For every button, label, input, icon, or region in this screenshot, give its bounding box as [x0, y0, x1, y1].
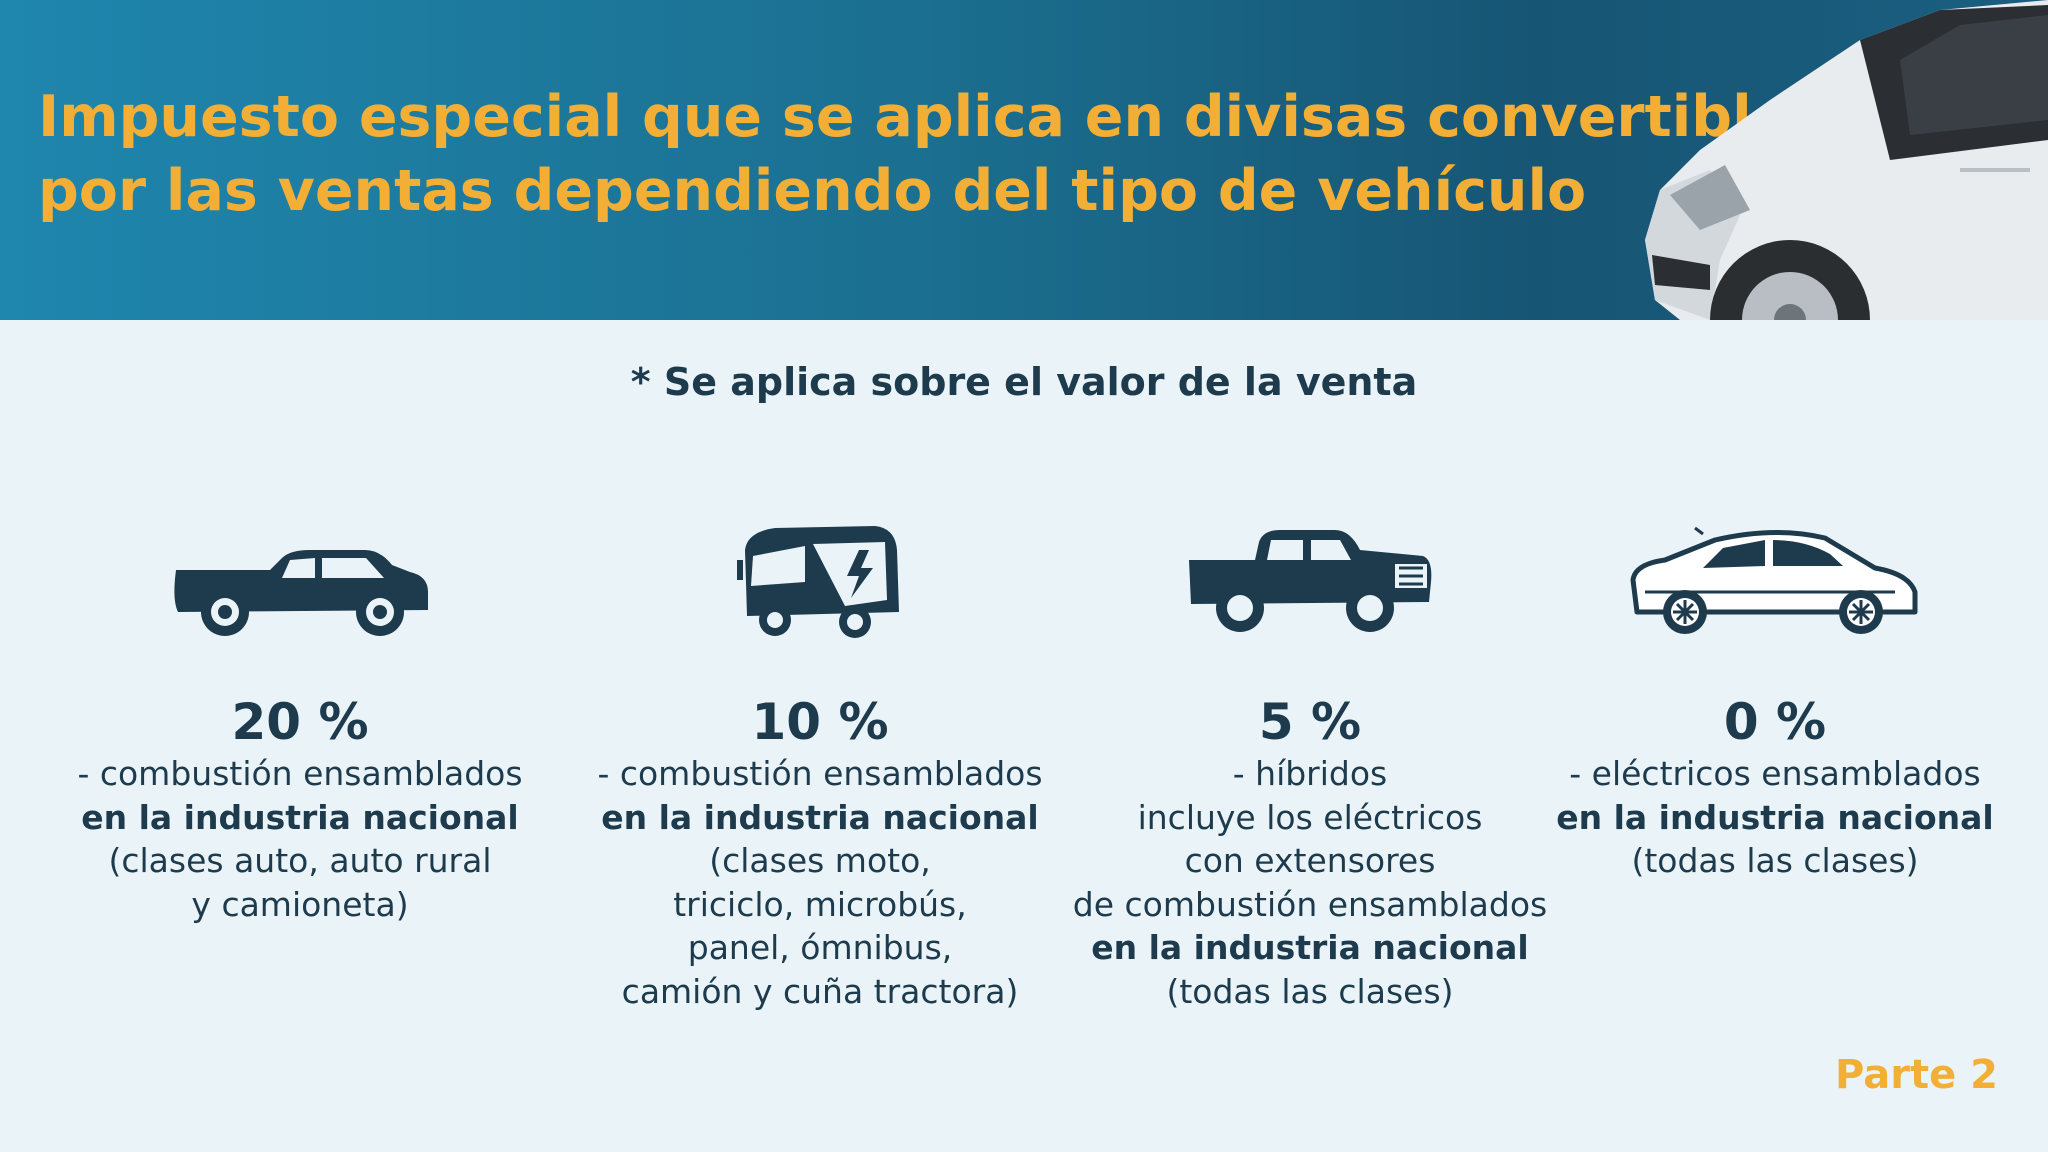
category-description: - eléctricos ensamblados en la industria…	[1515, 752, 2035, 883]
description-line: de combustión ensamblados	[1072, 884, 1548, 924]
description-line: y camioneta)	[191, 884, 409, 924]
description-line: (todas las clases)	[1166, 971, 1454, 1011]
description-line: - combustión ensamblados	[77, 754, 523, 793]
description-line: en la industria nacional	[1091, 928, 1529, 967]
description-line: - eléctricos ensamblados	[1569, 754, 1981, 793]
description-line: (clases moto,	[709, 841, 931, 880]
percent-value: 0 %	[1723, 693, 1827, 751]
description-line: triciclo, microbús,	[673, 884, 967, 924]
title-line: por las ventas dependiendo del tipo de v…	[38, 158, 1587, 224]
category-5: 5 % - híbridos incluye los eléctricos co…	[1050, 520, 1570, 1013]
category-description: - combustión ensamblados en la industria…	[560, 752, 1080, 1013]
description-line: incluye los eléctricos	[1137, 797, 1483, 837]
pickup-truck-icon	[174, 550, 428, 636]
description-line: con extensores	[1184, 841, 1436, 880]
description-line: (clases auto, auto rural	[108, 841, 492, 880]
description-line: en la industria nacional	[81, 797, 519, 837]
category-description: - combustión ensamblados en la industria…	[40, 752, 560, 926]
category-description: - híbridos incluye los eléctricos con ex…	[1050, 752, 1570, 1013]
description-line: en la industria nacional	[601, 797, 1039, 837]
electric-car-icon	[1630, 526, 1918, 634]
title-line: Impuesto especial que se aplica en divis…	[38, 84, 1825, 150]
description-line: panel, ómnibus,	[687, 928, 953, 967]
description-line: (todas las clases)	[1631, 841, 1919, 880]
header-banner: Impuesto especial que se aplica en divis…	[0, 0, 2048, 320]
tax-categories: 20 % - combustión ensamblados en la indu…	[0, 520, 2048, 1020]
page-title: Impuesto especial que se aplica en divis…	[38, 80, 1825, 228]
category-20: 20 % - combustión ensamblados en la indu…	[40, 520, 560, 926]
heavy-pickup-icon	[1189, 530, 1432, 632]
description-line: - híbridos	[1232, 754, 1388, 793]
van-photo	[1645, 0, 2048, 320]
percent-value: 10 %	[751, 693, 889, 751]
description-line: camión y cuña tractora)	[621, 971, 1019, 1011]
description-line: - combustión ensamblados	[597, 754, 1043, 793]
part-label: Parte 2	[1835, 1052, 1998, 1098]
percent-value: 5 %	[1258, 693, 1362, 751]
percent-value: 20 %	[231, 693, 369, 751]
category-10: 10 % - combustión ensamblados en la indu…	[560, 520, 1080, 1013]
electric-bus-icon	[737, 526, 899, 638]
category-0: 0 % - eléctricos ensamblados en la indus…	[1515, 520, 2035, 883]
description-line: en la industria nacional	[1556, 797, 1994, 837]
note-text: * Se aplica sobre el valor de la venta	[630, 360, 1418, 404]
